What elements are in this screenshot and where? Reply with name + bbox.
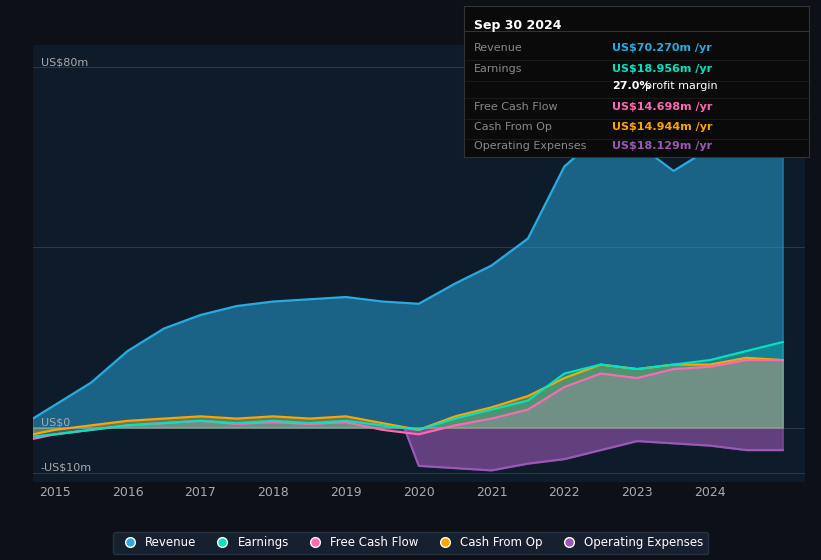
Text: US$70.270m /yr: US$70.270m /yr — [612, 43, 712, 53]
Text: -US$10m: -US$10m — [40, 463, 92, 473]
Text: Cash From Op: Cash From Op — [475, 122, 552, 132]
Text: Operating Expenses: Operating Expenses — [475, 141, 586, 151]
Text: US$80m: US$80m — [40, 57, 88, 67]
Legend: Revenue, Earnings, Free Cash Flow, Cash From Op, Operating Expenses: Revenue, Earnings, Free Cash Flow, Cash … — [113, 531, 708, 554]
Text: Sep 30 2024: Sep 30 2024 — [475, 19, 562, 32]
Text: Revenue: Revenue — [475, 43, 523, 53]
Text: 27.0%: 27.0% — [612, 81, 650, 91]
Text: US$14.944m /yr: US$14.944m /yr — [612, 122, 713, 132]
Text: US$14.698m /yr: US$14.698m /yr — [612, 102, 713, 112]
Text: US$18.129m /yr: US$18.129m /yr — [612, 141, 713, 151]
Text: profit margin: profit margin — [645, 81, 718, 91]
Text: US$18.956m /yr: US$18.956m /yr — [612, 64, 713, 74]
Text: Earnings: Earnings — [475, 64, 523, 74]
Text: US$0: US$0 — [40, 418, 70, 428]
Text: Free Cash Flow: Free Cash Flow — [475, 102, 557, 112]
